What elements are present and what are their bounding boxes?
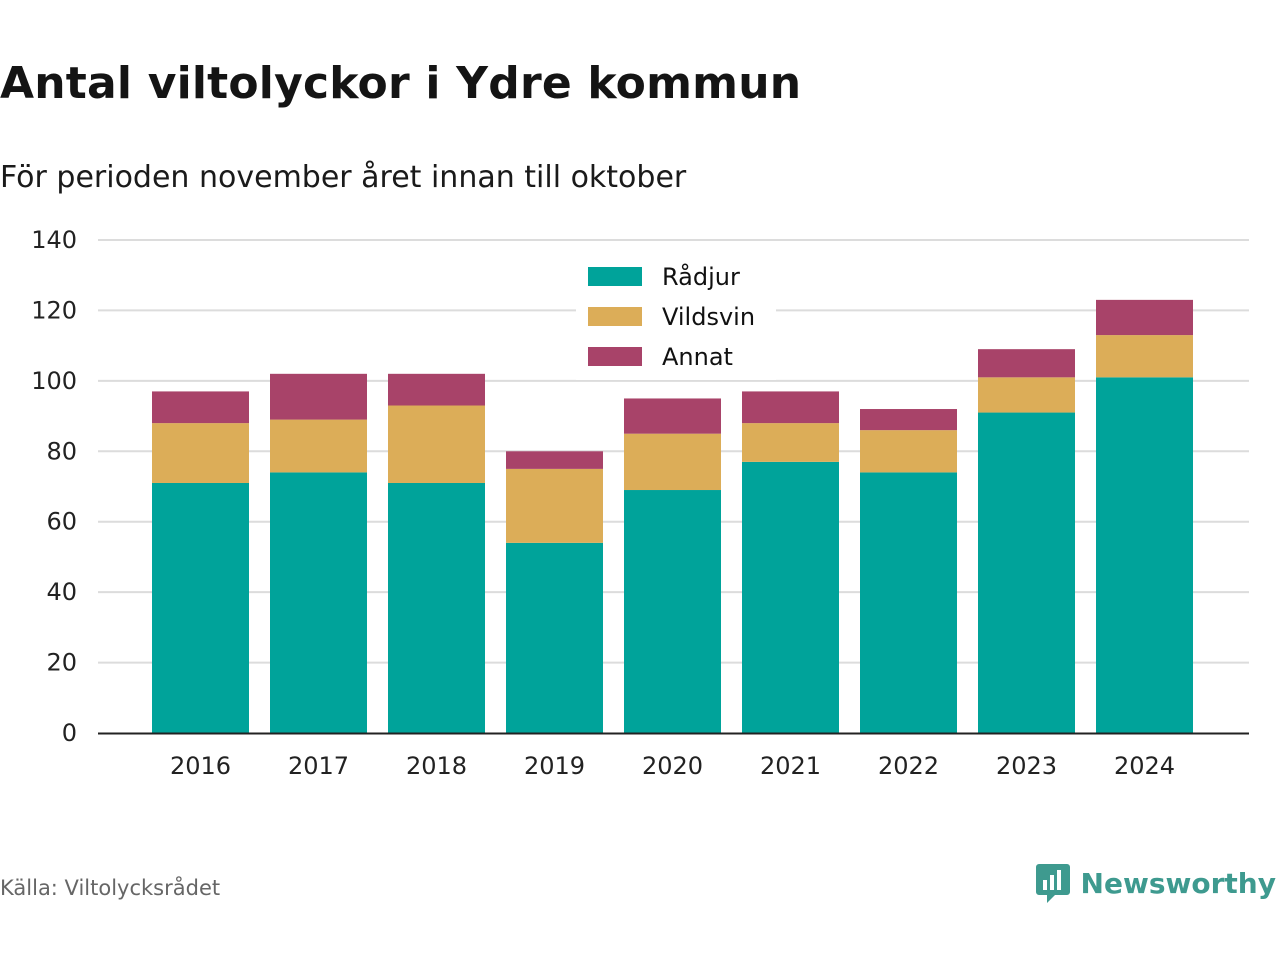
bar-segment-vildsvin-2019	[506, 468, 603, 543]
legend-label-rådjur: Rådjur	[662, 262, 740, 291]
bar-segment-rådjur-2016	[152, 482, 249, 733]
legend-label-annat: Annat	[662, 343, 733, 371]
bar-segment-rådjur-2021	[742, 461, 839, 733]
bar-segment-annat-2023	[978, 349, 1075, 378]
y-tick-label: 140	[31, 226, 77, 254]
chart-subtitle: För perioden november året innan till ok…	[0, 160, 687, 195]
x-tick-label: 2024	[1114, 752, 1175, 780]
bar-segment-annat-2018	[388, 373, 485, 406]
bar-segment-rådjur-2020	[624, 490, 721, 733]
x-tick-label: 2017	[288, 752, 349, 780]
y-tick-label: 60	[46, 508, 77, 536]
bar-segment-rådjur-2022	[860, 472, 957, 733]
x-axis-ticks: 2016 2017 2018 2019 2020 2021 2022 2023 2024	[170, 752, 1175, 780]
brand-logo[interactable]: Newsworthy	[1035, 862, 1276, 904]
bar-segment-annat-2016	[152, 391, 249, 424]
legend-swatch-vildsvin	[588, 307, 642, 326]
source-note: Källa: Viltolycksrådet	[0, 876, 221, 900]
bar-segment-rådjur-2023	[978, 412, 1075, 733]
x-tick-label: 2016	[170, 752, 231, 780]
chart-title: Antal viltolyckor i Ydre kommun	[0, 58, 802, 109]
y-axis-ticks: 0 20 40 60 80 100 120 140	[31, 226, 77, 747]
y-tick-label: 20	[46, 649, 77, 677]
x-tick-label: 2022	[878, 752, 939, 780]
bar-segment-annat-2022	[860, 409, 957, 431]
bar-segment-annat-2017	[270, 373, 367, 420]
bars	[152, 299, 1193, 733]
newsworthy-logo-icon	[1035, 864, 1070, 903]
x-tick-label: 2020	[642, 752, 703, 780]
legend-label-vildsvin: Vildsvin	[662, 303, 755, 331]
legend-swatch-rådjur	[588, 267, 642, 286]
bar-segment-annat-2021	[742, 391, 839, 424]
y-tick-label: 80	[46, 437, 77, 465]
bar-segment-vildsvin-2016	[152, 423, 249, 483]
bar-segment-vildsvin-2023	[978, 377, 1075, 413]
x-tick-label: 2019	[524, 752, 585, 780]
bar-segment-vildsvin-2021	[742, 423, 839, 462]
bar-segment-vildsvin-2020	[624, 433, 721, 491]
bar-segment-annat-2019	[506, 451, 603, 469]
legend-swatch-annat	[588, 347, 642, 366]
x-tick-label: 2023	[996, 752, 1057, 780]
bar-segment-rådjur-2024	[1096, 377, 1193, 733]
y-tick-label: 0	[62, 719, 77, 747]
bar-segment-rådjur-2017	[270, 472, 367, 733]
bar-segment-rådjur-2019	[506, 542, 603, 733]
x-tick-label: 2021	[760, 752, 821, 780]
bar-segment-vildsvin-2018	[388, 405, 485, 483]
bar-segment-annat-2024	[1096, 299, 1193, 336]
legend: Rådjur Vildsvin Annat	[576, 250, 776, 380]
y-tick-label: 100	[31, 367, 77, 395]
x-tick-label: 2018	[406, 752, 467, 780]
bar-segment-vildsvin-2024	[1096, 335, 1193, 378]
bar-segment-vildsvin-2017	[270, 419, 367, 473]
y-tick-label: 120	[31, 296, 77, 324]
y-tick-label: 40	[46, 578, 77, 606]
bar-segment-vildsvin-2022	[860, 430, 957, 473]
bar-segment-annat-2020	[624, 398, 721, 434]
brand-name: Newsworthy	[1080, 866, 1276, 900]
bar-segment-rådjur-2018	[388, 482, 485, 733]
